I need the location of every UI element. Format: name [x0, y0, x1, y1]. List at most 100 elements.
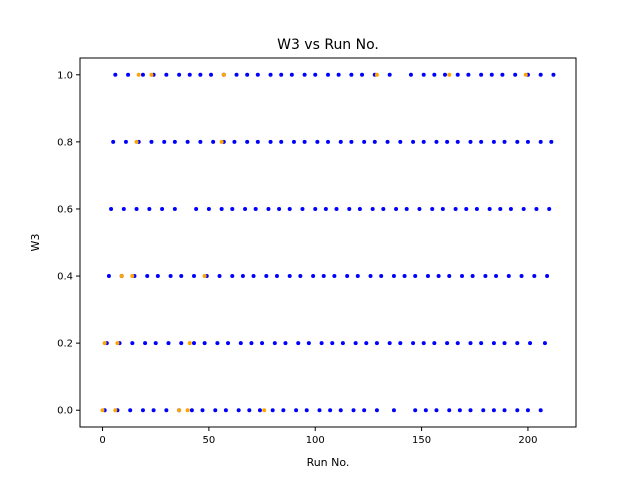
y-tick-label: 1.0 — [57, 70, 73, 81]
data-point — [140, 408, 145, 413]
data-point — [115, 341, 120, 346]
data-point — [149, 139, 154, 144]
data-point — [434, 408, 439, 413]
data-point — [172, 206, 177, 211]
data-point — [313, 206, 318, 211]
data-point — [479, 139, 484, 144]
data-point — [525, 408, 530, 413]
data-point — [542, 341, 547, 346]
data-point — [143, 341, 148, 346]
data-point — [338, 139, 343, 144]
data-point — [219, 139, 224, 144]
data-point — [145, 274, 150, 279]
data-point — [185, 408, 190, 413]
data-point — [179, 274, 184, 279]
data-point — [177, 72, 182, 77]
data-point — [172, 139, 177, 144]
data-point — [347, 206, 352, 211]
data-point — [470, 274, 475, 279]
data-point — [421, 72, 426, 77]
data-point — [130, 274, 135, 279]
data-point — [126, 72, 131, 77]
data-point — [268, 139, 273, 144]
data-point — [315, 139, 320, 144]
data-point — [113, 408, 118, 413]
data-point — [351, 408, 356, 413]
data-point — [140, 72, 145, 77]
data-point — [408, 72, 413, 77]
data-point — [306, 341, 311, 346]
data-point — [398, 139, 403, 144]
data-point — [364, 341, 369, 346]
data-point — [274, 274, 279, 279]
data-point — [268, 72, 273, 77]
data-point — [179, 341, 184, 346]
data-point — [279, 72, 284, 77]
data-point — [230, 274, 235, 279]
data-point — [489, 72, 494, 77]
data-point — [421, 139, 426, 144]
data-point — [349, 139, 354, 144]
data-point — [362, 139, 367, 144]
data-point — [491, 139, 496, 144]
data-point — [334, 206, 339, 211]
data-point — [355, 274, 360, 279]
data-point — [130, 341, 135, 346]
data-point — [202, 341, 207, 346]
data-point — [134, 206, 139, 211]
data-point — [326, 72, 330, 77]
data-point — [272, 341, 277, 346]
data-point — [502, 341, 507, 346]
y-tick-label: 0.8 — [57, 137, 73, 148]
data-point — [202, 274, 207, 279]
data-point — [513, 72, 518, 77]
y-tick-label: 0.2 — [57, 339, 73, 350]
chart-title: W3 vs Run No. — [277, 37, 379, 53]
data-point — [255, 72, 260, 77]
data-point — [311, 274, 316, 279]
data-point — [387, 341, 392, 346]
data-point — [534, 206, 539, 211]
data-point — [164, 408, 169, 413]
data-point — [119, 274, 124, 279]
data-points — [100, 72, 556, 413]
data-point — [411, 341, 416, 346]
data-point — [413, 408, 418, 413]
data-point — [481, 408, 486, 413]
data-point — [296, 341, 301, 346]
data-point — [459, 274, 464, 279]
data-point — [289, 72, 294, 77]
data-point — [445, 341, 450, 346]
data-point — [487, 206, 492, 211]
data-point — [260, 341, 265, 346]
data-point — [523, 72, 528, 77]
data-point — [317, 408, 322, 413]
data-point — [483, 274, 488, 279]
data-point — [240, 274, 245, 279]
data-point — [340, 341, 345, 346]
data-point — [391, 274, 396, 279]
data-point — [538, 72, 543, 77]
data-point — [468, 341, 473, 346]
data-point — [447, 72, 452, 77]
data-point — [185, 139, 190, 144]
data-point — [330, 341, 335, 346]
data-point — [549, 139, 554, 144]
data-point — [257, 408, 262, 413]
data-point — [532, 274, 537, 279]
data-point — [506, 274, 511, 279]
data-point — [515, 341, 520, 346]
data-point — [291, 139, 296, 144]
data-point — [249, 341, 254, 346]
data-point — [551, 72, 556, 77]
data-point — [226, 341, 231, 346]
data-point — [277, 206, 282, 211]
data-point — [357, 206, 362, 211]
x-tick-label: 0 — [99, 435, 105, 446]
data-point — [215, 341, 220, 346]
data-point — [374, 408, 379, 413]
data-point — [245, 72, 250, 77]
data-point — [349, 72, 354, 77]
data-point — [394, 206, 399, 211]
x-axis: 0 50 100 150 200 — [99, 427, 537, 446]
